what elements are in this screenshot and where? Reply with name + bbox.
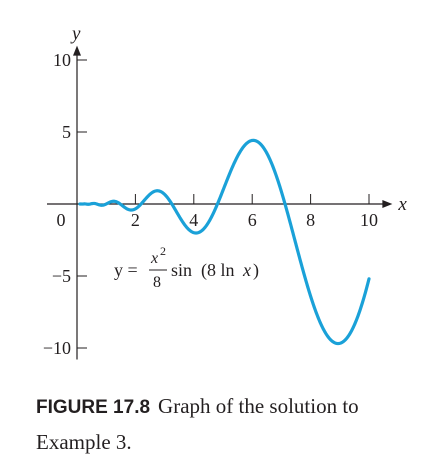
labels: 0 2 4 6 8 10 10 5 −5 −10 x y [43,24,408,358]
y-tick-label: −5 [52,266,71,286]
x-axis-label: x [397,194,407,215]
x-axis-arrow [382,200,392,208]
equation-numerator: x [150,250,158,267]
series-line [80,140,369,343]
equation-exponent: 2 [160,244,166,258]
y-tick-label: 5 [62,122,71,142]
x-tick-label: 4 [189,210,198,230]
y-axis-label: y [70,24,81,45]
x-tick-label: 2 [131,210,140,230]
y-tick-label: −10 [43,338,71,358]
equation-argument-variable: x [242,260,251,280]
series [80,140,369,345]
equation-argument-close: ) [253,260,259,281]
x-tick-label: 10 [360,210,378,230]
equation-argument: (8 ln [201,260,235,281]
x-tick-label: 6 [248,210,257,230]
equation-function: sin [171,260,192,280]
x-tick-label: 0 [57,210,66,230]
equation-denominator: 8 [153,274,161,291]
equation-lhs: y = [114,260,138,280]
y-tick-label: 10 [53,50,71,70]
y-axis-arrow [73,46,81,56]
figure-label: FIGURE 17.8 [36,397,150,418]
x-tick-label: 8 [306,210,315,230]
